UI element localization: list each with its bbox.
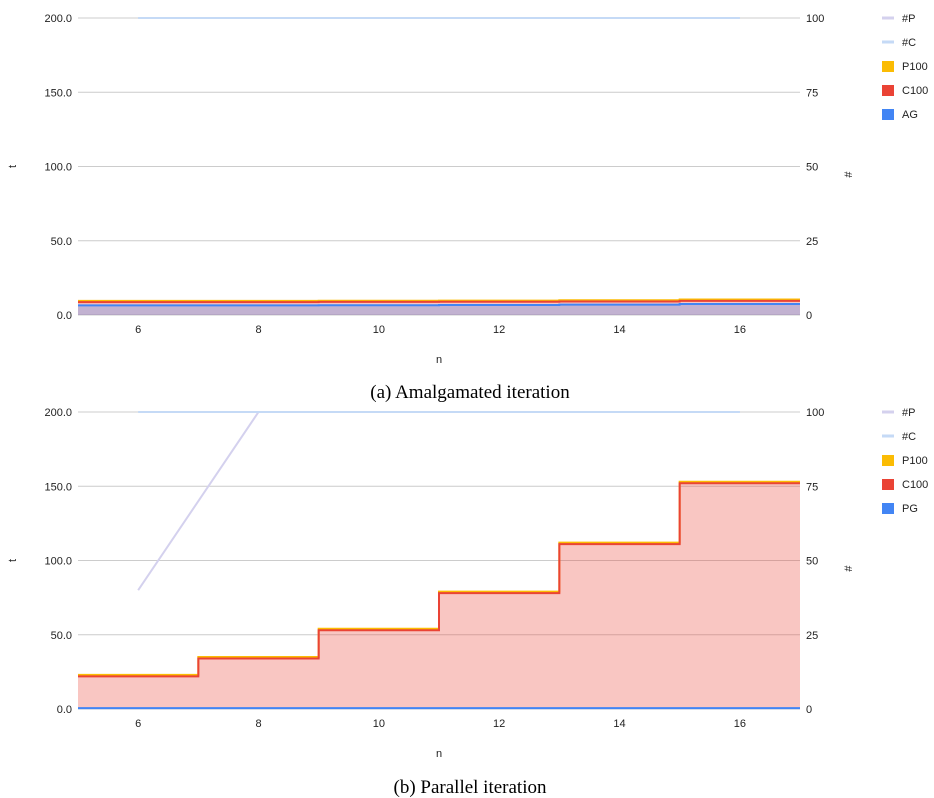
y2-tick-label: 25 <box>806 630 818 642</box>
y-tick-label: 100.0 <box>44 162 72 174</box>
legend-swatch <box>882 109 894 120</box>
y-tick-label: 150.0 <box>44 87 72 99</box>
legend-item-label: PG <box>902 503 918 515</box>
legend-swatch <box>882 61 894 72</box>
y-tick-label: 0.0 <box>57 704 72 716</box>
y2-tick-label: 75 <box>806 481 818 493</box>
x-tick-label: 16 <box>734 718 746 730</box>
legend-item-label: #C <box>902 431 916 443</box>
x-tick-label: 10 <box>373 324 385 336</box>
x-tick-label: 8 <box>255 718 261 730</box>
y2-tick-label: 0 <box>806 704 812 716</box>
x-tick-label: 10 <box>373 718 385 730</box>
series-line-c100 <box>78 299 800 304</box>
x-axis-label: n <box>436 748 442 760</box>
x-tick-label: 12 <box>493 324 505 336</box>
x-axis-label: n <box>436 354 442 366</box>
y-tick-label: 50.0 <box>51 236 72 248</box>
y-tick-label: 200.0 <box>44 13 72 25</box>
series-line-ag <box>78 303 800 307</box>
y-axis-label: t <box>7 559 19 562</box>
x-tick-label: 6 <box>135 718 141 730</box>
x-tick-label: 6 <box>135 324 141 336</box>
legend-swatch <box>882 503 894 514</box>
legend-item-label: AG <box>902 109 918 121</box>
y-tick-label: 50.0 <box>51 630 72 642</box>
legend-item-label: #P <box>902 407 915 419</box>
x-tick-label: 8 <box>255 324 261 336</box>
y-tick-label: 200.0 <box>44 407 72 419</box>
legend-item-label: #C <box>902 37 916 49</box>
y-tick-label: 0.0 <box>57 310 72 322</box>
x-tick-label: 16 <box>734 324 746 336</box>
y2-tick-label: 100 <box>806 13 824 25</box>
legend-swatch <box>882 479 894 490</box>
legend-swatch <box>882 85 894 96</box>
legend-swatch <box>882 455 894 466</box>
x-tick-label: 12 <box>493 718 505 730</box>
legend-item-label: P100 <box>902 455 928 467</box>
chart-panel-a: 0.0 50.0 100.0 150.0 200.0 0 25 50 75 100 6 8 10 12 14… <box>7 13 928 403</box>
figure-caption-b: (b) Parallel iteration <box>394 777 547 798</box>
x-tick-label: 14 <box>613 324 625 336</box>
y2-axis-label: # <box>843 565 855 572</box>
y-tick-label: 100.0 <box>44 556 72 568</box>
legend-item-label: P100 <box>902 61 928 73</box>
y2-tick-label: 50 <box>806 162 818 174</box>
series-area-ag <box>78 304 800 315</box>
legend-item-label: C100 <box>902 479 928 491</box>
y2-tick-label: 0 <box>806 310 812 322</box>
x-tick-label: 14 <box>613 718 625 730</box>
y2-tick-label: 50 <box>806 556 818 568</box>
y-axis-label: t <box>7 165 19 168</box>
legend-item-label: #P <box>902 13 915 25</box>
y-tick-label: 150.0 <box>44 481 72 493</box>
chart-panel-b: 0.0 50.0 100.0 150.0 200.0 0 25 50 75 100 6 8 10 12 14… <box>7 407 928 798</box>
y2-tick-label: 100 <box>806 407 824 419</box>
figure-caption-a: (a) Amalgamated iteration <box>370 382 570 403</box>
series-line-c100 <box>78 482 800 678</box>
legend-item-label: C100 <box>902 85 928 97</box>
y2-axis-label: # <box>843 171 855 178</box>
y2-tick-label: 25 <box>806 236 818 248</box>
y2-tick-label: 75 <box>806 87 818 99</box>
